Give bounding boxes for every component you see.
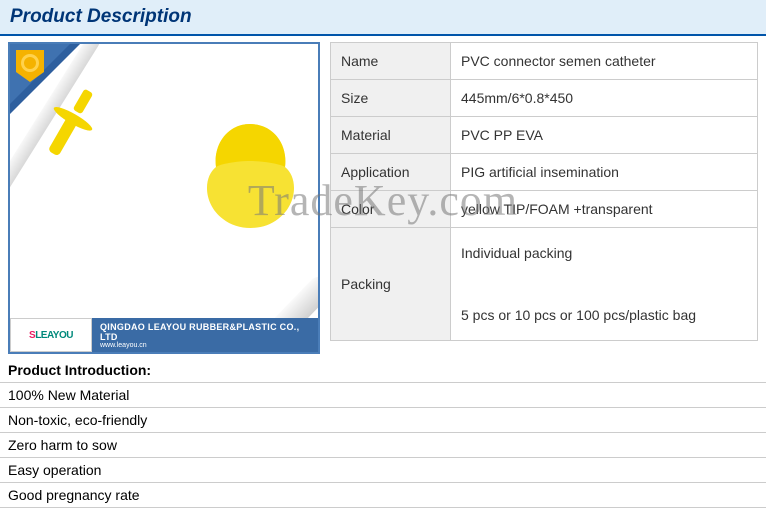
company-name: QINGDAO LEAYOU RUBBER&PLASTIC CO., LTD <box>100 322 318 342</box>
spec-table: NamePVC connector semen catheterSize445m… <box>330 42 758 341</box>
logo-text: LEAYOU <box>35 330 73 341</box>
spec-value: Individual packing5 pcs or 10 pcs or 100… <box>451 228 758 341</box>
company-logo: SLEAYOU <box>10 318 92 352</box>
intro-item: Zero harm to sow <box>0 433 766 458</box>
section-header: Product Description <box>0 0 766 36</box>
spec-value: 445mm/6*0.8*450 <box>451 80 758 117</box>
product-image: SLEAYOU QINGDAO LEAYOU RUBBER&PLASTIC CO… <box>8 42 320 354</box>
spec-label: Size <box>331 80 451 117</box>
company-url: www.leayou.cn <box>100 342 318 349</box>
foam-tip <box>203 119 298 234</box>
spec-row: Coloryellow TIP/FOAM +transparent <box>331 191 758 228</box>
spec-label: Color <box>331 191 451 228</box>
spec-label: Material <box>331 117 451 154</box>
spec-value: PVC connector semen catheter <box>451 43 758 80</box>
spec-row: PackingIndividual packing5 pcs or 10 pcs… <box>331 228 758 341</box>
section-title: Product Description <box>10 6 192 27</box>
content-row: SLEAYOU QINGDAO LEAYOU RUBBER&PLASTIC CO… <box>0 36 766 360</box>
spec-label: Packing <box>331 228 451 341</box>
intro-list: 100% New MaterialNon-toxic, eco-friendly… <box>0 382 766 508</box>
spec-row: NamePVC connector semen catheter <box>331 43 758 80</box>
company-info: QINGDAO LEAYOU RUBBER&PLASTIC CO., LTD w… <box>92 318 318 352</box>
spec-row: Material PVC PP EVA <box>331 117 758 154</box>
intro-item: Easy operation <box>0 458 766 483</box>
spec-value: PIG artificial insemination <box>451 154 758 191</box>
intro-heading: Product Introduction: <box>0 360 766 382</box>
intro-item: Non-toxic, eco-friendly <box>0 408 766 433</box>
spec-value: PVC PP EVA <box>451 117 758 154</box>
badge-icon <box>16 50 44 82</box>
intro-item: 100% New Material <box>0 382 766 408</box>
spec-label: Application <box>331 154 451 191</box>
intro-item: Good pregnancy rate <box>0 483 766 508</box>
spec-row: Size445mm/6*0.8*450 <box>331 80 758 117</box>
spec-label: Name <box>331 43 451 80</box>
company-strip: SLEAYOU QINGDAO LEAYOU RUBBER&PLASTIC CO… <box>10 318 318 352</box>
spec-value: yellow TIP/FOAM +transparent <box>451 191 758 228</box>
spec-row: ApplicationPIG artificial insemination <box>331 154 758 191</box>
